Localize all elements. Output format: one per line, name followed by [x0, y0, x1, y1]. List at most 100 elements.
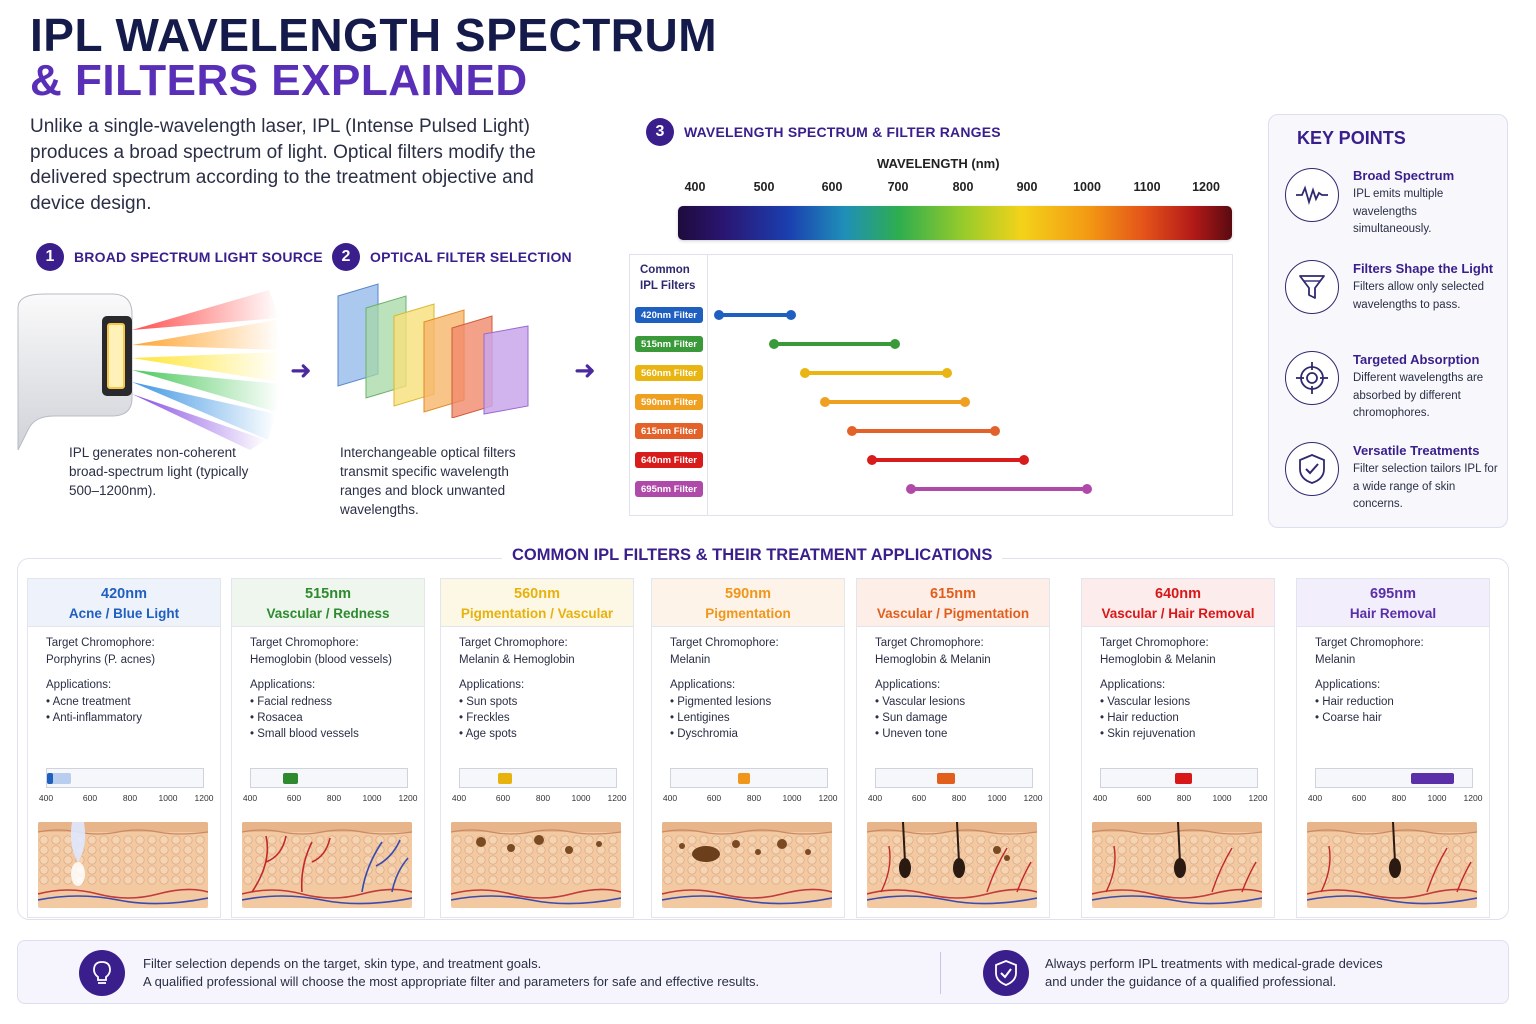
- card-use: Vascular / Redness: [266, 606, 390, 621]
- applications-label: Applications:: [1100, 679, 1166, 691]
- wavelength-tick-label: 1100: [1133, 180, 1161, 194]
- filter-range-bar: [820, 397, 970, 407]
- card-header: 695nm Hair Removal: [1297, 579, 1489, 627]
- mini-tick-label: 600: [82, 793, 98, 803]
- ipl-handpiece-illustration: [17, 290, 280, 450]
- mini-spectrum-bar: [459, 768, 617, 788]
- card-wavelength: 615nm: [930, 586, 976, 602]
- mini-tick-label: 400: [662, 793, 678, 803]
- mini-spectrum-fill: [497, 773, 513, 784]
- wavelength-axis-title: WAVELENGTH (nm): [877, 156, 1000, 171]
- range-start-dot: [906, 484, 916, 494]
- application-item: • Age spots: [459, 728, 517, 740]
- skin-cross-section-illustration: [1307, 822, 1477, 908]
- mini-spectrum-ticks: 400 600 800 1000 1200: [652, 793, 846, 807]
- mini-spectrum-fill: [282, 773, 299, 784]
- footer-left-text: Filter selection depends on the target, …: [143, 955, 759, 991]
- optical-filters-illustration: [337, 283, 529, 418]
- card-wavelength: 420nm: [101, 586, 147, 602]
- mini-tick-label: 400: [38, 793, 54, 803]
- footer-left-line2: A qualified professional will choose the…: [143, 974, 760, 989]
- step-3-heading: 3 WAVELENGTH SPECTRUM & FILTER RANGES: [646, 118, 1001, 146]
- mini-tick-label: 800: [1176, 793, 1192, 803]
- card-header: 590nm Pigmentation: [652, 579, 844, 627]
- key-point-heading: Filters Shape the Light: [1353, 261, 1494, 276]
- skin-cross-section-illustration: [242, 822, 412, 908]
- card-header: 560nm Pigmentation / Vascular: [441, 579, 633, 627]
- step-3-number: 3: [646, 118, 674, 146]
- target-chromophore-label: Target Chromophore:: [1100, 637, 1209, 649]
- applications-label: Applications:: [670, 679, 736, 691]
- key-point-heading: Targeted Absorption: [1353, 352, 1480, 367]
- application-item: • Vascular lesions: [1100, 696, 1191, 708]
- mini-spectrum-bar: [1315, 768, 1473, 788]
- wavelength-tick-label: 800: [952, 180, 974, 194]
- card-body: Target Chromophore: Porphyrins (P. acnes)…: [46, 635, 216, 726]
- filter-tag: 560nm Filter: [635, 365, 703, 381]
- key-points-title: KEY POINTS: [1297, 128, 1406, 148]
- applications-label: Applications:: [250, 679, 316, 691]
- step-1-heading: 1 BROAD SPECTRUM LIGHT SOURCE: [36, 243, 323, 271]
- key-point-heading: Broad Spectrum: [1353, 168, 1455, 183]
- footer-right-line1: Always perform IPL treatments with medic…: [1045, 956, 1383, 971]
- footer-left-line1: Filter selection depends on the target, …: [143, 956, 542, 971]
- applications-label: Applications:: [875, 679, 941, 691]
- range-start-dot: [714, 310, 724, 320]
- filter-tag: 515nm Filter: [635, 336, 703, 352]
- treatment-card: 695nm Hair Removal Target Chromophore: Mela…: [1296, 578, 1490, 918]
- mini-spectrum-ticks: 400 600 800 1000 1200: [1297, 793, 1491, 807]
- application-item: • Hair reduction: [1100, 712, 1179, 724]
- application-item: • Coarse hair: [1315, 712, 1382, 724]
- card-use: Pigmentation: [705, 606, 791, 621]
- card-wavelength: 640nm: [1155, 586, 1201, 602]
- target-chromophore-label: Target Chromophore:: [875, 637, 984, 649]
- application-item: • Lentigines: [670, 712, 730, 724]
- card-use: Vascular / Pigmentation: [876, 606, 1030, 621]
- skin-cross-section-illustration: [867, 822, 1037, 908]
- application-item: • Rosacea: [250, 712, 303, 724]
- mini-tick-label: 800: [746, 793, 762, 803]
- mini-tick-label: 600: [495, 793, 511, 803]
- card-use: Acne / Blue Light: [68, 606, 180, 621]
- application-item: • Small blood vessels: [250, 728, 359, 740]
- target-chromophore-label: Target Chromophore:: [46, 637, 155, 649]
- wavelength-tick-label: 1000: [1073, 180, 1101, 194]
- treatment-card: 615nm Vascular / Pigmentation Target Chrom…: [856, 578, 1050, 918]
- mini-spectrum-ticks: 400 600 800 1000 1200: [857, 793, 1051, 807]
- mini-tick-label: 1200: [1023, 793, 1043, 803]
- filter-range-bar: [714, 310, 797, 320]
- application-item: • Sun spots: [459, 696, 518, 708]
- mini-spectrum-bar: [875, 768, 1033, 788]
- wavelength-tick-label: 500: [753, 180, 775, 194]
- mini-spectrum-fill: [738, 773, 750, 784]
- key-point-text: Different wavelengths are absorbed by di…: [1353, 372, 1484, 419]
- mini-tick-label: 800: [1391, 793, 1407, 803]
- arrow-right-icon: ➜: [574, 355, 596, 385]
- skin-cross-section-illustration: [38, 822, 208, 908]
- card-body: Target Chromophore: Hemoglobin & Melanin A…: [1100, 635, 1270, 742]
- step-3-label: WAVELENGTH SPECTRUM & FILTER RANGES: [684, 124, 1001, 140]
- application-item: • Vascular lesions: [875, 696, 966, 708]
- filter-range-bar: [866, 455, 1029, 465]
- treatment-section-title: COMMON IPL FILTERS & THEIR TREATMENT APP…: [502, 546, 1003, 565]
- mini-spectrum-bar: [1100, 768, 1258, 788]
- mini-spectrum-ticks: 400 600 800 1000 1200: [1082, 793, 1276, 807]
- mini-tick-label: 1000: [782, 793, 802, 803]
- range-start-dot: [799, 368, 810, 378]
- mini-tick-label: 1000: [571, 793, 591, 803]
- target-chromophore-value: Porphyrins (P. acnes): [46, 654, 156, 666]
- application-item: • Pigmented lesions: [670, 696, 772, 708]
- range-start-dot: [846, 426, 857, 436]
- funnel-icon: [1285, 260, 1339, 314]
- key-point-text: Filters allow only selected wavelengths …: [1353, 281, 1485, 311]
- filter-tag: 615nm Filter: [635, 423, 703, 439]
- applications-list: • Pigmented lesions • Lentigines • Dyschro…: [670, 694, 840, 742]
- target-chromophore-label: Target Chromophore:: [670, 637, 779, 649]
- mini-tick-label: 600: [1136, 793, 1152, 803]
- card-body: Target Chromophore: Melanin & Hemoglobin A…: [459, 635, 629, 742]
- range-end-dot: [989, 426, 1000, 436]
- mini-tick-label: 1000: [1427, 793, 1447, 803]
- step-1-number: 1: [36, 243, 64, 271]
- mini-spectrum-fill: [1175, 773, 1192, 784]
- card-use: Pigmentation / Vascular: [460, 606, 614, 621]
